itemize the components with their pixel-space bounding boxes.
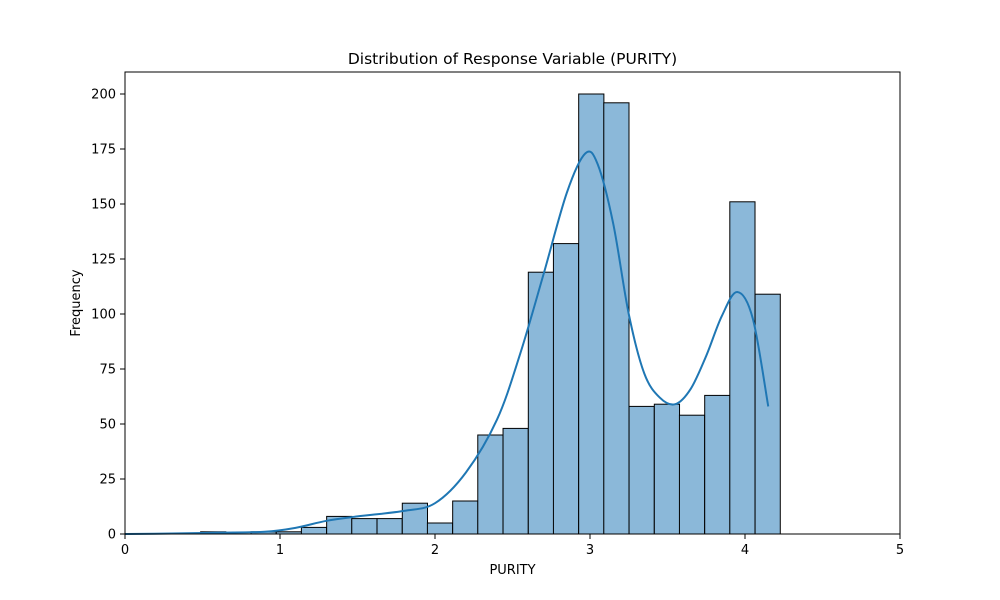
histogram-bar (704, 394, 731, 535)
x-tick-label: 4 (741, 543, 749, 558)
x-tick-label: 2 (431, 543, 439, 558)
y-tick-label: 0 (108, 528, 116, 543)
x-tick-label: 0 (121, 543, 129, 558)
y-axis: 0 25 50 75 100 125 150 175 200 (91, 88, 125, 543)
kde-curve (124, 150, 770, 535)
y-tick-label: 200 (91, 88, 116, 103)
y-tick-label: 25 (99, 473, 116, 488)
histogram-bar (351, 518, 378, 535)
histogram-bar (426, 522, 454, 535)
histogram-bar (678, 414, 706, 535)
x-axis-title: PURITY (489, 563, 535, 578)
y-tick-label: 150 (91, 198, 116, 213)
y-axis-title: Frequency (69, 269, 84, 336)
histogram-bar (729, 201, 756, 535)
histogram-bar (552, 243, 580, 535)
histogram-bar (653, 403, 681, 535)
plot-frame (124, 71, 901, 535)
y-tick-label: 175 (91, 143, 116, 158)
histogram-bar (502, 427, 529, 535)
chart-title: Distribution of Response Variable (PURIT… (348, 50, 677, 68)
histogram-bar (300, 526, 328, 535)
histogram-bar (452, 500, 479, 535)
x-tick-label: 1 (276, 543, 284, 558)
histogram-bar (754, 293, 781, 535)
x-axis: 0 1 2 3 4 5 (121, 534, 904, 558)
y-tick-label: 125 (91, 253, 116, 268)
x-tick-label: 3 (586, 543, 594, 558)
histogram-bar (603, 102, 630, 535)
y-tick-label: 75 (99, 363, 116, 378)
histogram-bar (628, 405, 655, 535)
y-tick-label: 100 (91, 308, 116, 323)
x-tick-label: 5 (896, 543, 904, 558)
histogram-bar (578, 93, 605, 535)
y-tick-label: 50 (99, 418, 116, 433)
histogram-bar (376, 518, 403, 535)
